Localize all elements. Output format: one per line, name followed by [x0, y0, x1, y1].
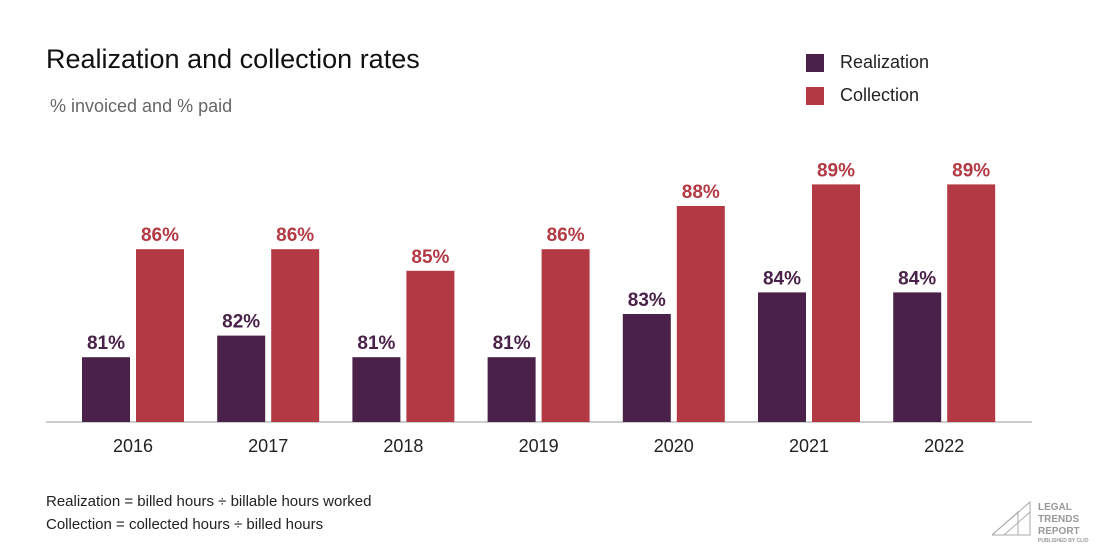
bar-collection-2022	[947, 184, 996, 422]
legend-item-collection: Collection	[806, 79, 929, 112]
legend-item-realization: Realization	[806, 46, 929, 79]
legend: Realization Collection	[806, 46, 929, 112]
data-label: 86%	[276, 225, 314, 246]
data-label: 89%	[817, 160, 855, 181]
svg-text:REPORT: REPORT	[1038, 526, 1080, 537]
bar-collection-2016	[136, 249, 184, 422]
svg-text:LEGAL: LEGAL	[1038, 502, 1072, 513]
bar-realization-2017	[217, 335, 266, 422]
bar-realization-2020	[622, 314, 671, 422]
legend-label: Collection	[840, 85, 920, 105]
svg-text:TRENDS: TRENDS	[1038, 514, 1079, 525]
legend-swatch	[806, 53, 824, 72]
x-tick-label: 2020	[654, 436, 694, 456]
data-label: 83%	[628, 290, 666, 311]
data-label: 81%	[357, 333, 395, 354]
footnote-realization: Realization = billed hours ÷ billable ho…	[46, 493, 372, 510]
data-label: 89%	[952, 160, 990, 181]
legal-trends-report-logo: LEGAL TRENDS REPORT PUBLISHED BY CLIO	[991, 500, 1089, 544]
legend-label: Realization	[840, 52, 930, 72]
x-tick-label: 2016	[113, 436, 153, 456]
x-tick-label: 2022	[924, 436, 964, 456]
legend-swatch	[806, 86, 824, 105]
svg-text:PUBLISHED BY CLIO: PUBLISHED BY CLIO	[1038, 538, 1089, 544]
x-tick-label: 2021	[789, 436, 829, 456]
bar-realization-2022	[893, 292, 942, 422]
bar-realization-2018	[352, 357, 401, 422]
bar-collection-2017	[271, 249, 320, 422]
data-label: 84%	[763, 268, 801, 289]
chart-subtitle: % invoiced and % paid	[50, 96, 233, 116]
x-tick-label: 2017	[248, 436, 288, 456]
x-tick-label: 2018	[383, 436, 423, 456]
bar-collection-2019	[541, 249, 590, 422]
bar-collection-2020	[676, 206, 725, 422]
chart-title: Realization and collection rates	[46, 44, 420, 74]
bar-realization-2019	[487, 357, 536, 422]
bar-collection-2021	[812, 184, 860, 422]
bar-realization-2016	[82, 357, 130, 422]
data-label: 81%	[87, 333, 125, 354]
x-tick-label: 2019	[519, 436, 559, 456]
data-label: 86%	[141, 225, 179, 246]
data-label: 86%	[547, 225, 585, 246]
data-label: 85%	[411, 247, 449, 268]
footnotes: Realization = billed hours ÷ billable ho…	[46, 490, 372, 536]
data-label: 82%	[222, 312, 260, 333]
data-label: 88%	[682, 182, 720, 203]
bar-realization-2021	[758, 292, 806, 422]
bar-collection-2018	[406, 270, 455, 422]
footnote-collection: Collection = collected hours ÷ billed ho…	[46, 516, 324, 533]
data-label: 84%	[898, 268, 936, 289]
data-label: 81%	[493, 333, 531, 354]
